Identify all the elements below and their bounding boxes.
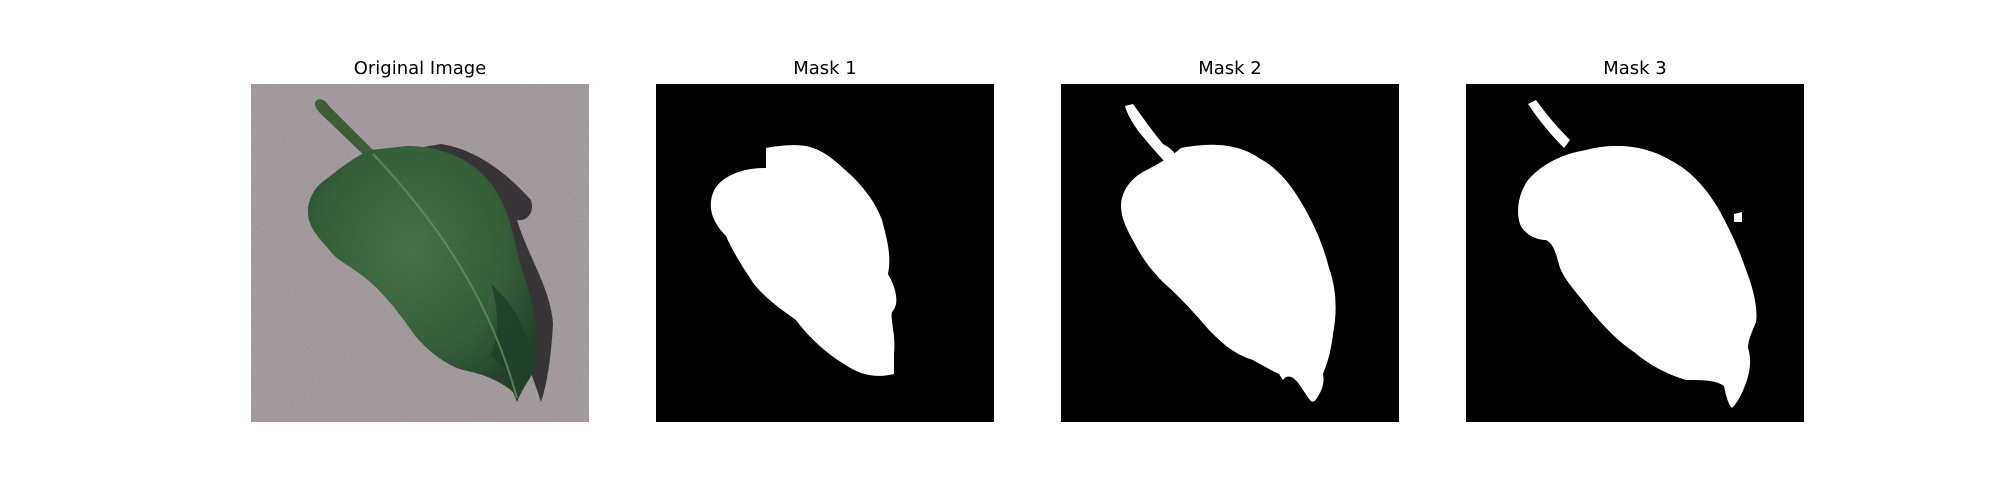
panel-title-mask-2: Mask 2 (1061, 58, 1399, 80)
mask-1-image (656, 84, 994, 422)
mask-3-svg (1466, 84, 1804, 422)
original-image (251, 84, 589, 422)
panel-title-mask-1: Mask 1 (656, 58, 994, 80)
leaf-photo (251, 84, 589, 422)
mask-3-image (1466, 84, 1804, 422)
panel-title-original-image: Original Image (251, 58, 589, 80)
mask-2-image (1061, 84, 1399, 422)
mask-2-svg (1061, 84, 1399, 422)
panel-title-mask-3: Mask 3 (1466, 58, 1804, 80)
mask-1-svg (656, 84, 994, 422)
